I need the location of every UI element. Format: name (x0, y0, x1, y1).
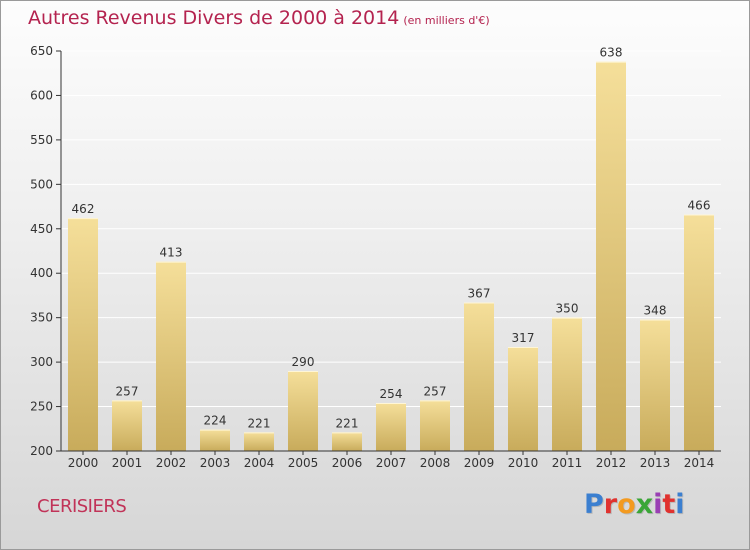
data-label: 466 (688, 199, 711, 213)
logo-letter: r (603, 489, 618, 520)
y-tick-label: 500 (30, 177, 53, 191)
bar-2010 (508, 347, 538, 451)
chart-title-text: Autres Revenus Divers de 2000 à 2014 (28, 7, 400, 29)
data-label: 221 (248, 416, 271, 430)
x-tick-label: 2005 (288, 456, 319, 470)
y-tick-label: 550 (30, 133, 53, 147)
data-label: 638 (600, 46, 623, 60)
y-tick-label: 250 (30, 400, 53, 414)
bar-2006 (332, 432, 362, 451)
data-label: 367 (468, 287, 491, 301)
data-label: 413 (160, 246, 183, 260)
y-tick-label: 600 (30, 88, 53, 102)
y-tick-label: 350 (30, 311, 53, 325)
data-label: 462 (72, 202, 95, 216)
bar-2002 (156, 261, 186, 451)
x-tick-label: 2003 (200, 456, 231, 470)
x-tick-label: 2009 (464, 456, 495, 470)
x-tick-label: 2010 (508, 456, 539, 470)
x-tick-label: 2008 (420, 456, 451, 470)
bar-2012 (596, 61, 626, 452)
data-label: 317 (512, 331, 535, 345)
axes: 200 250 300 350 400 450 500 550 600 650 2000 2001 20… (30, 44, 721, 470)
logo-letter: i (675, 489, 685, 520)
bar-2014 (684, 214, 714, 451)
chart-subtitle: (en milliers d'€) (403, 14, 490, 27)
bar-2013 (640, 319, 670, 451)
x-tick-label: 2002 (156, 456, 187, 470)
bar-2009 (464, 302, 494, 451)
proxiti-logo: Proxiti (584, 489, 685, 520)
x-tick-label: 2000 (68, 456, 99, 470)
logo-letter: P (584, 489, 604, 520)
y-tick-label: 300 (30, 355, 53, 369)
bar-2004 (244, 432, 274, 451)
x-tick-label: 2001 (112, 456, 143, 470)
data-label: 254 (380, 387, 403, 401)
data-label: 257 (116, 384, 139, 398)
data-label: 350 (556, 302, 579, 316)
logo-letter: t (662, 489, 676, 520)
bar-2011 (552, 317, 582, 451)
x-tick-label: 2013 (640, 456, 671, 470)
data-label: 257 (424, 384, 447, 398)
logo-letter: o (617, 489, 636, 520)
bars (68, 61, 714, 452)
data-label: 221 (336, 416, 359, 430)
data-label: 224 (204, 414, 227, 428)
data-labels: 462 257 413 224 221 290 221 254 257 367 317 350 638 3… (72, 46, 711, 431)
y-tick-label: 400 (30, 266, 53, 280)
y-tick-label: 650 (30, 44, 53, 58)
bar-2005 (288, 371, 318, 451)
bar-2003 (200, 429, 230, 451)
bar-2008 (420, 400, 450, 451)
y-tick-label: 200 (30, 444, 53, 458)
bar-2007 (376, 403, 406, 451)
x-tick-label: 2007 (376, 456, 407, 470)
x-tick-label: 2006 (332, 456, 363, 470)
commune-name: CERISIERS (37, 496, 127, 517)
x-tick-label: 2004 (244, 456, 275, 470)
data-label: 290 (292, 355, 315, 369)
data-label: 348 (644, 303, 667, 317)
x-tick-label: 2011 (552, 456, 583, 470)
logo-letter: i (653, 489, 663, 520)
chart-title: Autres Revenus Divers de 2000 à 2014 (en … (28, 7, 490, 29)
x-tick-label: 2014 (684, 456, 715, 470)
x-tick-label: 2012 (596, 456, 627, 470)
bar-2001 (112, 400, 142, 451)
y-tick-label: 450 (30, 222, 53, 236)
bar-2000 (68, 218, 98, 451)
logo-letter: x (635, 489, 654, 520)
